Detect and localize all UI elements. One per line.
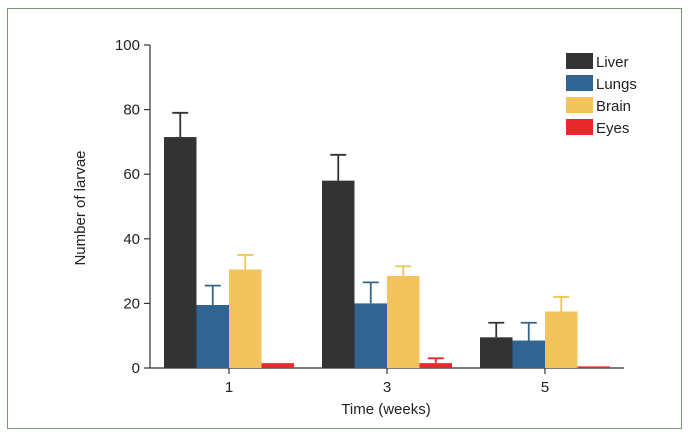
y-tick-label: 80 (123, 102, 140, 119)
bar-brain (545, 311, 578, 368)
x-tick-label: 1 (225, 379, 233, 396)
y-tick-label: 60 (123, 166, 140, 183)
legend-swatch-eyes (566, 119, 593, 135)
legend-swatch-lungs (566, 75, 593, 91)
legend-label-liver: Liver (596, 54, 629, 71)
bars (164, 111, 610, 368)
legend-label-lungs: Lungs (596, 76, 637, 93)
legend-swatch-liver (566, 53, 593, 69)
y-tick-label: 100 (115, 37, 140, 54)
bar-liver (322, 180, 355, 368)
bar-eyes (261, 363, 294, 368)
bar-liver (164, 137, 197, 368)
y-tick-label: 40 (123, 231, 140, 248)
x-axis-label: Time (weeks) (341, 401, 430, 418)
bar-liver (480, 337, 513, 368)
y-axis-label: Number of larvae (72, 150, 89, 265)
bar-eyes (419, 363, 452, 368)
x-tick-label: 5 (541, 379, 549, 396)
bar-lungs (354, 303, 387, 368)
legend-label-brain: Brain (596, 98, 631, 115)
x-tick-label: 3 (383, 379, 391, 396)
legend-label-eyes: Eyes (596, 120, 629, 137)
y-tick-label: 20 (123, 295, 140, 312)
bar-lungs (196, 305, 229, 368)
bar-lungs (512, 340, 545, 368)
bar-brain (229, 269, 262, 368)
legend-swatch-brain (566, 97, 593, 113)
bar-brain (387, 275, 420, 368)
legend: Liver Lungs Brain Eyes (566, 53, 637, 137)
y-tick-label: 0 (132, 360, 140, 377)
bar-eyes (577, 366, 610, 368)
